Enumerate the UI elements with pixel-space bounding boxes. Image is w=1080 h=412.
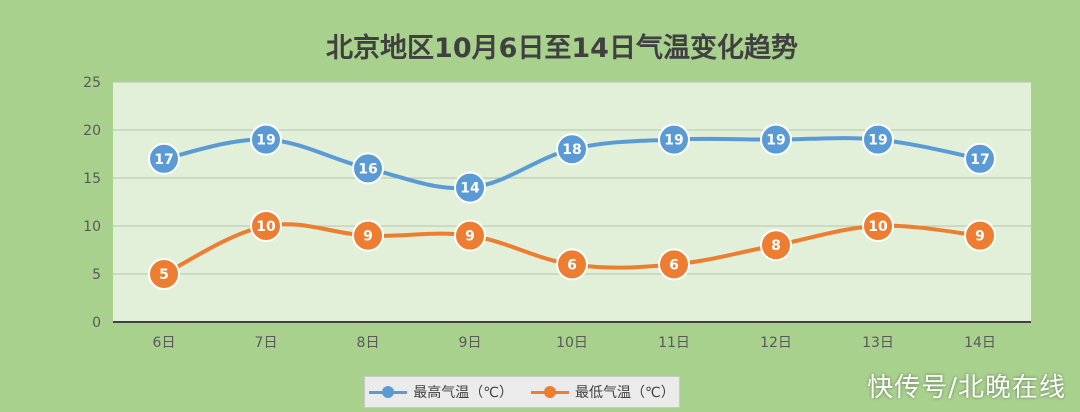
data-point: [556, 248, 588, 281]
y-tick-label: 15: [83, 171, 101, 187]
watermark: 快传号/北晚在线: [867, 373, 1066, 403]
data-label: 10: [868, 219, 888, 235]
x-tick-label: 7日: [255, 335, 278, 351]
data-label: 6: [669, 257, 679, 273]
chart-title: 北京地区10月6日至14日气温变化趋势: [326, 32, 798, 64]
legend-item-high: 最高气温（℃）: [369, 382, 513, 402]
data-point: [862, 210, 894, 242]
data-point: [862, 123, 894, 156]
data-point: [964, 142, 996, 175]
plot-area: [113, 82, 1031, 322]
x-tick-label: 6日: [153, 335, 176, 351]
data-point: [352, 219, 384, 252]
x-tick-label: 10日: [556, 335, 588, 351]
legend-swatch-low: [531, 386, 569, 398]
legend-label-high: 最高气温（℃）: [413, 385, 513, 401]
data-point: [250, 210, 282, 242]
data-label: 19: [256, 133, 275, 149]
data-label: 9: [363, 229, 373, 245]
data-point: [352, 152, 384, 185]
data-point: [454, 171, 486, 204]
data-point: [556, 133, 588, 166]
data-label: 16: [358, 161, 377, 177]
x-tick-label: 9日: [459, 335, 482, 351]
data-point: [148, 258, 180, 290]
x-tick-label: 14日: [964, 335, 996, 351]
data-point: [658, 123, 690, 156]
data-label: 19: [766, 133, 785, 149]
x-tick-label: 13日: [862, 335, 894, 351]
data-label: 5: [159, 267, 169, 283]
y-tick-label: 25: [83, 75, 101, 91]
legend-label-low: 最低气温（℃）: [575, 385, 675, 401]
data-label: 6: [567, 257, 577, 273]
data-label: 19: [868, 133, 887, 149]
data-label: 10: [256, 219, 276, 235]
data-point: [760, 229, 792, 262]
data-point: [964, 219, 996, 252]
data-label: 9: [465, 229, 475, 245]
legend: 最高气温（℃） 最低气温（℃）: [364, 376, 680, 408]
data-label: 9: [975, 229, 985, 245]
data-label: 14: [460, 181, 480, 197]
x-tick-label: 11日: [658, 335, 690, 351]
legend-item-low: 最低气温（℃）: [531, 382, 675, 402]
y-tick-label: 5: [92, 267, 101, 283]
data-point: [454, 219, 486, 252]
data-label: 17: [970, 152, 989, 168]
legend-swatch-high: [369, 386, 408, 398]
data-point: [658, 248, 690, 281]
data-point: [148, 142, 180, 175]
data-point: [760, 123, 792, 156]
data-label: 19: [664, 133, 683, 149]
data-label: 8: [771, 238, 781, 254]
data-point: [250, 123, 282, 156]
x-tick-label: 8日: [357, 335, 380, 351]
data-label: 17: [154, 152, 173, 168]
data-label: 18: [562, 142, 581, 158]
y-tick-label: 10: [83, 219, 101, 235]
x-tick-label: 12日: [760, 335, 792, 351]
y-tick-label: 20: [83, 123, 101, 139]
y-tick-label: 0: [92, 315, 101, 331]
